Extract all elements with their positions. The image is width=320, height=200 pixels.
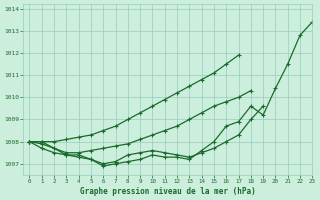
X-axis label: Graphe pression niveau de la mer (hPa): Graphe pression niveau de la mer (hPa) [80,187,256,196]
